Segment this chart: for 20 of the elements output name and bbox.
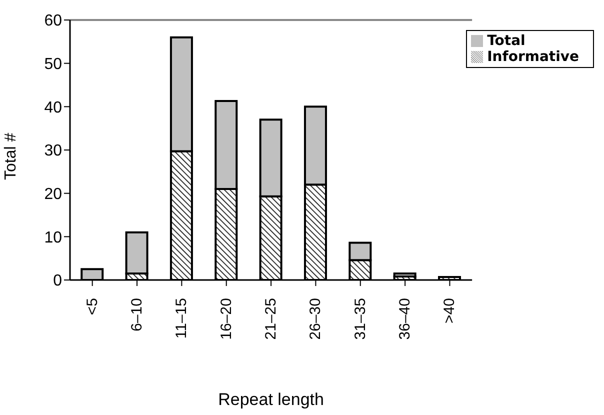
x-tick-label: 31–35 bbox=[352, 298, 369, 340]
x-tick-label: 11–15 bbox=[173, 298, 190, 339]
x-tick-label: 6–10 bbox=[128, 298, 146, 332]
y-tick-label: 60 bbox=[44, 12, 62, 30]
x-tick-label: 21–25 bbox=[262, 298, 280, 340]
legend-label: Informative bbox=[487, 49, 579, 65]
y-tick-label: 20 bbox=[44, 186, 62, 204]
x-tick-label: <5 bbox=[84, 298, 101, 316]
y-tick-label: 10 bbox=[44, 229, 62, 246]
legend-label: Total bbox=[487, 33, 526, 49]
y-tick-label: 30 bbox=[44, 142, 62, 160]
x-tick-label: 26–30 bbox=[307, 298, 324, 340]
y-axis-title: Total # bbox=[2, 132, 20, 180]
x-tick-label: 16–20 bbox=[218, 298, 235, 340]
y-tick-label: 0 bbox=[53, 272, 62, 290]
x-axis-title: Repeat length bbox=[218, 390, 324, 409]
y-tick-label: 50 bbox=[44, 56, 62, 74]
x-tick-label: 36–40 bbox=[396, 298, 414, 340]
x-tick-label: >40 bbox=[441, 298, 458, 324]
y-tick-label: 40 bbox=[44, 99, 62, 116]
